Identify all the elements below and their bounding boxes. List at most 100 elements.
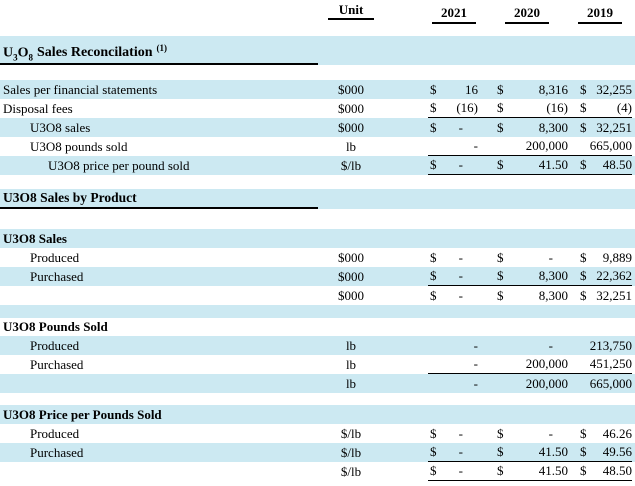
currency-symbol: $: [580, 287, 587, 303]
col-header-2020-text: 2020: [505, 5, 549, 24]
row-label: Purchased: [30, 268, 84, 284]
section-title-reconciliation: U3O8 Sales Reconcilation (1): [0, 36, 635, 65]
row-values: $ - $41.50 $48.50: [428, 156, 632, 175]
value-text: (16): [456, 100, 478, 115]
row-unit: $000: [338, 287, 364, 303]
value-2019: $ (4): [568, 99, 632, 117]
value-text: 8,300: [538, 287, 568, 303]
currency-symbol: $: [430, 249, 437, 265]
value-text: -: [548, 425, 553, 441]
gap: [0, 175, 635, 189]
table-row-price-purchased: Purchased $/lb $ - $41.50 $49.56: [0, 443, 635, 462]
col-header-2021: 2021: [428, 2, 478, 26]
column-header-row: Unit 2021 2020 2019: [0, 0, 635, 26]
col-header-2020: 2020: [478, 2, 568, 26]
row-unit: lb: [345, 138, 357, 154]
row-unit: $/lb: [340, 463, 362, 479]
value-text: 48.50: [602, 157, 632, 172]
value-text: 8,316: [538, 81, 568, 97]
currency-symbol: $: [497, 157, 504, 172]
value-text: -: [458, 249, 463, 265]
currency-symbol: $: [497, 249, 504, 265]
value-2019: $32,251: [568, 118, 632, 137]
row-unit: $000: [338, 119, 364, 135]
row-values: - 200,000 665,000: [428, 374, 632, 393]
title-o: O: [17, 45, 29, 61]
table-row-sales-per-financial-statements: Sales per financial statements $000 $16 …: [0, 80, 635, 99]
value-2019: $48.50: [568, 156, 632, 174]
table-row-sales-produced: Produced $000 $ - $ - $9,889: [0, 248, 635, 267]
value-text: 9,889: [602, 249, 632, 265]
section-title-reconciliation-text: U3O8 Sales Reconcilation (1): [0, 43, 318, 65]
footnote-marker: (1): [156, 42, 168, 53]
value-text: -: [473, 138, 478, 153]
value-text: 8,300: [538, 268, 568, 283]
row-label: Produced: [30, 249, 80, 265]
value-text: 8,300: [538, 119, 568, 135]
section-title-sales-by-product: U3O8 Sales by Product: [0, 189, 635, 209]
value-2020: 200,000: [478, 355, 568, 373]
value-text: 213,750: [589, 337, 632, 353]
row-values: $ - $41.50 $48.50: [428, 462, 632, 481]
row-unit: $/lb: [340, 157, 362, 173]
row-label: Produced: [30, 337, 80, 353]
currency-symbol: $: [497, 425, 504, 441]
value-text: -: [458, 157, 463, 172]
currency-symbol: $: [580, 81, 587, 97]
currency-symbol: $: [580, 119, 587, 135]
value-text: 22,362: [596, 268, 632, 283]
table-row-sales-purchased: Purchased $000 $ - $8,300 $22,362: [0, 267, 635, 286]
value-text: 41.50: [538, 444, 568, 459]
row-label: Purchased: [30, 444, 84, 460]
value-2020: -: [478, 336, 568, 355]
value-2021: $ (16): [428, 99, 478, 117]
row-values: - 200,000 451,250: [428, 355, 632, 374]
currency-symbol: $: [430, 425, 437, 441]
row-values: $ - $8,300 $22,362: [428, 267, 632, 286]
value-text: 32,251: [596, 287, 632, 303]
value-2020: $ -: [478, 424, 568, 443]
value-text: -: [473, 356, 478, 371]
value-text: 41.50: [538, 157, 568, 172]
currency-symbol: $: [497, 463, 504, 478]
currency-symbol: $: [497, 100, 504, 115]
table-row-pounds-purchased: Purchased lb - 200,000 451,250: [0, 355, 635, 374]
value-2019: $9,889: [568, 248, 632, 267]
value-text: -: [458, 287, 463, 303]
currency-symbol: $: [430, 463, 437, 478]
value-2021: $ -: [428, 424, 478, 443]
value-text: 200,000: [525, 375, 568, 391]
value-text: -: [458, 444, 463, 459]
col-header-2021-text: 2021: [432, 5, 476, 24]
value-text: 200,000: [525, 356, 568, 371]
value-2019: $22,362: [568, 267, 632, 285]
value-2020: 200,000: [478, 137, 568, 155]
value-text: -: [548, 249, 553, 265]
table-row-u3o8-sales: U3O8 sales $000 $ - $8,300 $32,251: [0, 118, 635, 137]
row-values: $ - $41.50 $49.56: [428, 443, 632, 462]
value-text: -: [548, 337, 553, 353]
row-values: $16 $8,316 $32,255: [428, 80, 632, 99]
title-u: U: [3, 45, 14, 61]
table-row-disposal-fees: Disposal fees $000 $ (16) $ (16) $ (4): [0, 99, 635, 118]
value-text: 32,255: [596, 81, 632, 97]
row-unit: lb: [345, 337, 357, 353]
row-values: $ - $ - $9,889: [428, 248, 632, 267]
value-text: 32,251: [596, 119, 632, 135]
row-unit: $000: [338, 249, 364, 265]
currency-symbol: $: [430, 287, 437, 303]
section-header-text: U3O8 Pounds Sold: [3, 319, 108, 334]
value-2020: $41.50: [478, 443, 568, 461]
row-unit: lb: [345, 356, 357, 372]
col-header-unit: Unit: [320, 2, 382, 20]
value-text: (16): [546, 100, 568, 115]
value-text: -: [458, 119, 463, 135]
section-header-u3o8-pounds-sold: U3O8 Pounds Sold: [0, 318, 635, 336]
table-row-u3o8-price-per-pound-sold: U3O8 price per pound sold $/lb $ - $41.50…: [0, 156, 635, 175]
currency-symbol: $: [430, 81, 437, 97]
value-2019: $46.26: [568, 424, 632, 443]
row-values: - - 213,750: [428, 336, 632, 355]
row-values: $ (16) $ (16) $ (4): [428, 99, 632, 118]
value-text: 48.50: [602, 463, 632, 478]
